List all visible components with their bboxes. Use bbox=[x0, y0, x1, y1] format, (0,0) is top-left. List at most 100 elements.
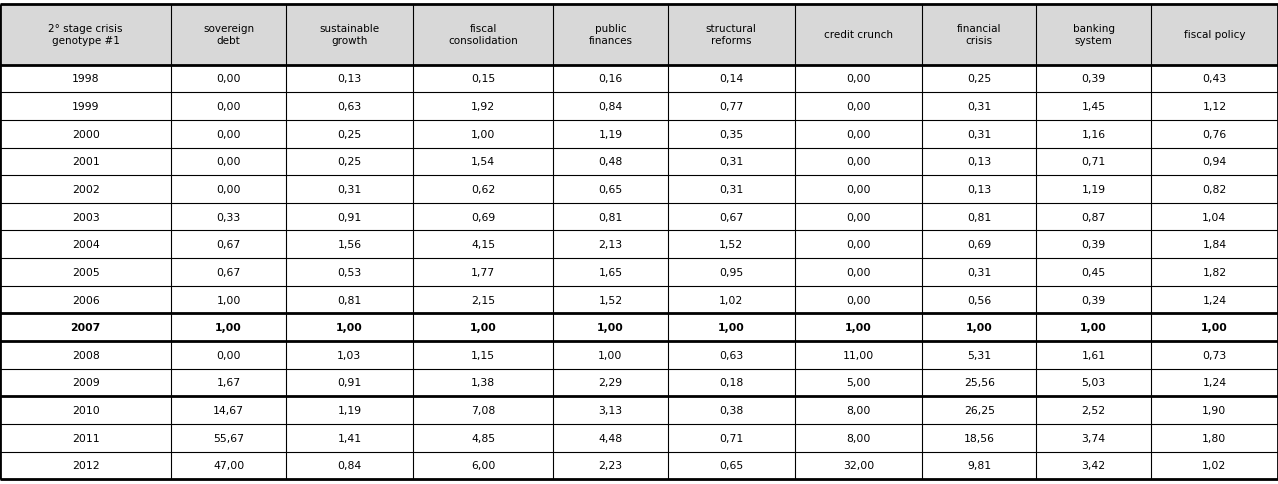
Text: 2011: 2011 bbox=[72, 433, 100, 443]
Bar bbox=[795, 5, 923, 65]
Bar bbox=[795, 314, 923, 341]
Bar bbox=[553, 341, 667, 369]
Bar bbox=[795, 424, 923, 452]
Text: 0,94: 0,94 bbox=[1203, 157, 1227, 167]
Bar bbox=[667, 93, 795, 121]
Text: 0,84: 0,84 bbox=[337, 460, 362, 470]
Bar bbox=[413, 424, 553, 452]
Text: structural
reforms: structural reforms bbox=[705, 24, 757, 46]
Bar bbox=[1036, 65, 1150, 93]
Bar bbox=[171, 369, 286, 396]
Text: public
finances: public finances bbox=[588, 24, 633, 46]
Text: 1999: 1999 bbox=[72, 102, 100, 112]
Text: 0,16: 0,16 bbox=[598, 75, 622, 84]
Bar bbox=[923, 65, 1036, 93]
Bar bbox=[413, 396, 553, 424]
Bar bbox=[553, 396, 667, 424]
Text: 7,08: 7,08 bbox=[472, 405, 496, 415]
Bar bbox=[1150, 176, 1278, 203]
Bar bbox=[1036, 93, 1150, 121]
Bar bbox=[795, 258, 923, 286]
Text: 2007: 2007 bbox=[70, 322, 101, 333]
Text: 0,48: 0,48 bbox=[598, 157, 622, 167]
Text: 0,13: 0,13 bbox=[967, 157, 992, 167]
Text: 14,67: 14,67 bbox=[213, 405, 244, 415]
Text: 0,33: 0,33 bbox=[216, 212, 240, 222]
Bar bbox=[171, 176, 286, 203]
Bar bbox=[286, 5, 413, 65]
Text: 2,29: 2,29 bbox=[598, 378, 622, 388]
Text: 1,00: 1,00 bbox=[1201, 322, 1228, 333]
Bar bbox=[795, 452, 923, 479]
Bar bbox=[171, 286, 286, 314]
Bar bbox=[0, 231, 171, 258]
Text: 1,02: 1,02 bbox=[1203, 460, 1227, 470]
Bar bbox=[171, 424, 286, 452]
Bar bbox=[795, 121, 923, 148]
Bar bbox=[1036, 369, 1150, 396]
Bar bbox=[286, 65, 413, 93]
Text: 55,67: 55,67 bbox=[213, 433, 244, 443]
Bar bbox=[0, 176, 171, 203]
Bar bbox=[171, 65, 286, 93]
Bar bbox=[171, 231, 286, 258]
Bar bbox=[413, 176, 553, 203]
Text: 0,63: 0,63 bbox=[337, 102, 362, 112]
Bar bbox=[286, 424, 413, 452]
Bar bbox=[413, 369, 553, 396]
Bar bbox=[923, 452, 1036, 479]
Bar bbox=[413, 286, 553, 314]
Text: 26,25: 26,25 bbox=[964, 405, 994, 415]
Bar bbox=[171, 93, 286, 121]
Bar bbox=[667, 424, 795, 452]
Text: 0,81: 0,81 bbox=[337, 295, 362, 305]
Bar bbox=[1150, 258, 1278, 286]
Bar bbox=[923, 314, 1036, 341]
Bar bbox=[1150, 203, 1278, 231]
Text: 0,76: 0,76 bbox=[1203, 129, 1227, 139]
Text: 0,53: 0,53 bbox=[337, 267, 362, 277]
Text: 0,00: 0,00 bbox=[846, 129, 870, 139]
Text: 1,00: 1,00 bbox=[718, 322, 745, 333]
Bar bbox=[171, 452, 286, 479]
Text: 0,71: 0,71 bbox=[720, 433, 744, 443]
Text: 1,56: 1,56 bbox=[337, 240, 362, 250]
Text: 0,00: 0,00 bbox=[846, 75, 870, 84]
Text: 0,13: 0,13 bbox=[337, 75, 362, 84]
Text: 1,65: 1,65 bbox=[598, 267, 622, 277]
Text: 0,43: 0,43 bbox=[1203, 75, 1227, 84]
Bar bbox=[795, 65, 923, 93]
Text: 0,00: 0,00 bbox=[846, 157, 870, 167]
Text: 1,24: 1,24 bbox=[1203, 378, 1227, 388]
Text: 1,92: 1,92 bbox=[472, 102, 495, 112]
Text: 1,16: 1,16 bbox=[1081, 129, 1105, 139]
Bar bbox=[0, 452, 171, 479]
Bar bbox=[667, 341, 795, 369]
Bar bbox=[286, 369, 413, 396]
Bar bbox=[1150, 93, 1278, 121]
Bar bbox=[923, 424, 1036, 452]
Bar bbox=[0, 424, 171, 452]
Bar bbox=[1150, 396, 1278, 424]
Text: 2004: 2004 bbox=[72, 240, 100, 250]
Bar bbox=[286, 286, 413, 314]
Text: 2008: 2008 bbox=[72, 350, 100, 360]
Text: 1,00: 1,00 bbox=[597, 322, 624, 333]
Text: 2012: 2012 bbox=[72, 460, 100, 470]
Text: 0,31: 0,31 bbox=[967, 129, 992, 139]
Bar bbox=[553, 424, 667, 452]
Bar bbox=[795, 176, 923, 203]
Bar bbox=[1150, 314, 1278, 341]
Text: 0,00: 0,00 bbox=[216, 157, 240, 167]
Bar bbox=[553, 121, 667, 148]
Text: 1,84: 1,84 bbox=[1203, 240, 1227, 250]
Bar bbox=[553, 369, 667, 396]
Text: 2000: 2000 bbox=[72, 129, 100, 139]
Bar bbox=[667, 452, 795, 479]
Bar bbox=[413, 148, 553, 176]
Bar bbox=[923, 396, 1036, 424]
Bar bbox=[0, 121, 171, 148]
Text: 5,31: 5,31 bbox=[967, 350, 992, 360]
Text: 32,00: 32,00 bbox=[843, 460, 874, 470]
Text: 0,67: 0,67 bbox=[216, 267, 240, 277]
